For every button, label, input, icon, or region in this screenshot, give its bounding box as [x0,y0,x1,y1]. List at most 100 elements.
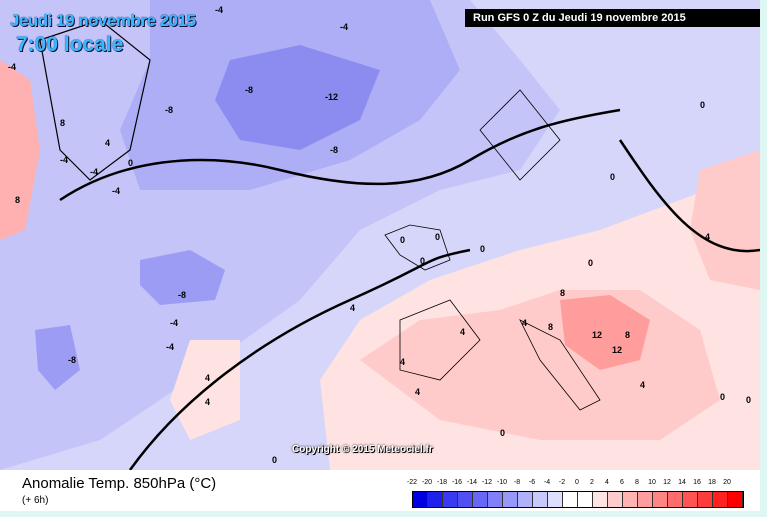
anomaly-field: -4 -8 -12 -8 -4 -4 -8 -8 -4 -8 0 0 0 -4 4 8 8 4 -4 0 0 0 4 4 4 4 4… [0,0,760,470]
contour-label: -8 [68,355,76,365]
legend-label: -14 [466,479,478,486]
contour-label: 8 [60,118,65,128]
contour-label: 4 [205,397,210,407]
legend-swatch [503,492,518,507]
zero-contour [128,248,471,470]
contour-label: 4 [350,303,355,313]
contour-label: 4 [105,138,110,148]
contour-label: 8 [560,288,565,298]
warm-zone-core [560,295,650,370]
legend-label: -20 [421,479,433,486]
contour-label: 4 [205,373,210,383]
contour-label: -4 [60,155,68,165]
legend-swatch [473,492,488,507]
contour-label: 0 [700,100,705,110]
legend-swatch [653,492,668,507]
legend-swatch [698,492,713,507]
legend-swatch [428,492,443,507]
legend-swatch [563,492,578,507]
contour-label: -4 [112,186,120,196]
legend-label: 18 [708,479,716,486]
legend-label: -16 [451,479,463,486]
contour-label: -12 [325,92,338,102]
legend-swatch [488,492,503,507]
scrollbar[interactable] [760,0,767,470]
legend-label: 14 [678,479,686,486]
legend-label: 20 [723,479,731,486]
legend-label: 2 [590,479,594,486]
run-info: Run GFS 0 Z du Jeudi 19 novembre 2015 [465,9,760,27]
legend-swatch [713,492,728,507]
legend-label: 10 [648,479,656,486]
legend-swatch [728,492,743,507]
contour-label: 4 [400,357,405,367]
legend-panel: Anomalie Temp. 850hPa (°C) (+ 6h) -2 2 -20… [0,470,760,511]
legend-label: -12 [481,479,493,486]
forecast-time: 7:00 locale [16,33,124,56]
cold-zone-sw [35,325,80,390]
contour-label: 4 [415,387,420,397]
contour-label: -8 [245,85,253,95]
contour-label: -4 [170,318,178,328]
contour-label: -8 [178,290,186,300]
legend-swatch [443,492,458,507]
legend-swatch [533,492,548,507]
contour-label: 0 [746,395,751,405]
legend-swatch [578,492,593,507]
contour-label: 0 [420,256,425,266]
legend-label: -10 [496,479,508,486]
contour-label: 0 [272,455,277,465]
warm-zone-east [690,150,760,290]
contour-label: 8 [625,330,630,340]
legend-label: 6 [620,479,624,486]
contour-label: 4 [460,327,465,337]
legend-swatch [548,492,563,507]
legend-label: -2 [558,479,566,486]
legend-label: -4 [543,479,551,486]
forecast-date: Jeudi 19 novembre 2015 [10,11,196,30]
legend-swatch [593,492,608,507]
contour-label: 8 [548,322,553,332]
contour-label: -4 [166,342,174,352]
legend-swatch [623,492,638,507]
contour-label: -4 [90,167,98,177]
legend-swatch [608,492,623,507]
cold-zone-atlantic [140,250,225,305]
contour-label: -8 [330,145,338,155]
legend-swatch [668,492,683,507]
legend-label: -18 [436,479,448,486]
contour-label: 4 [522,318,527,328]
legend-swatch [458,492,473,507]
legend-swatch [413,492,428,507]
legend-label: 12 [663,479,671,486]
greenland-coast [39,19,151,181]
contour-label: 0 [588,258,593,268]
contour-label: -4 [215,5,223,15]
legend-label: 8 [635,479,639,486]
cold-zone-core [215,45,380,150]
color-legend: -22 -20 -18 -16 -14 -12 -10 -8 -6 -4 -2 0 2 4 6 8 10 12 14… [407,479,744,508]
legend-swatch [683,492,698,507]
weather-map: -4 -8 -12 -8 -4 -4 -8 -8 -4 -8 0 0 0 -4 4 8 8 4 -4 0 0 0 4 4 4 4 4… [0,0,760,470]
contour-label: 12 [612,345,622,355]
contour-label: 8 [15,195,20,205]
legend-swatch [518,492,533,507]
contour-label: 4 [705,232,710,242]
zero-contour [59,108,621,202]
legend-label: 16 [693,479,701,486]
map-title: Anomalie Temp. 850hPa (°C) [22,475,217,492]
contour-label: -4 [340,22,348,32]
contour-label: 12 [592,330,602,340]
contour-labels: -4 -8 -12 -8 -4 -4 -8 -8 -4 -8 0 0 0 -4 4 8 8 4 -4 0 0 0 4 4 4 4 4… [8,5,751,465]
forecast-offset: (+ 6h) [22,495,49,506]
contour-label: 4 [640,380,645,390]
coastline [384,89,601,411]
contour-label: -4 [8,62,16,72]
legend-label: 4 [605,479,609,486]
contour-label: 0 [128,158,133,168]
legend-label: -6 [528,479,536,486]
contour-label: -8 [165,105,173,115]
zero-contour [618,139,760,253]
legend-label: -8 [513,479,521,486]
contour-label: 0 [720,392,725,402]
